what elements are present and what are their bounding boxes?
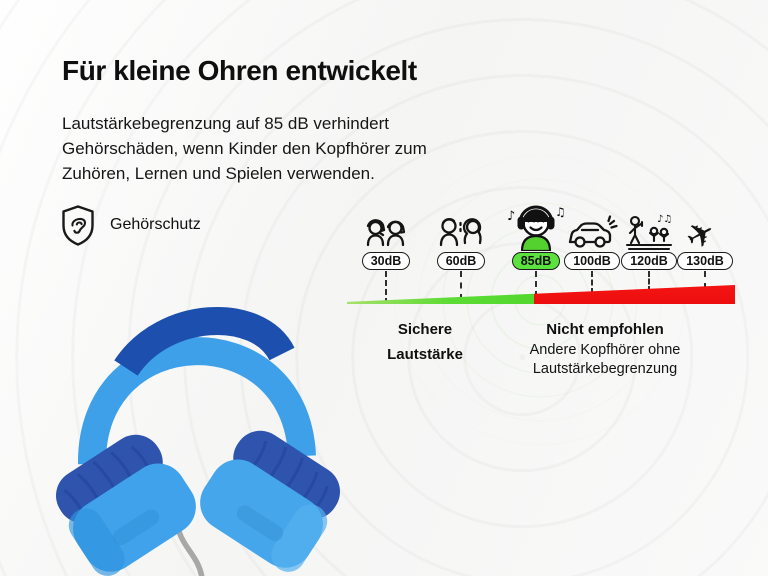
db-pill-130: 130dB: [677, 252, 733, 270]
airplane-icon: ✈: [683, 203, 727, 251]
kid-with-headphones-icon: ♪ ♫: [507, 203, 565, 251]
level-60db: 60dB: [421, 203, 501, 300]
svg-text:✈: ✈: [683, 211, 723, 251]
hearing-protection-badge: Gehörschutz: [59, 204, 201, 246]
car-horn-icon: [566, 203, 618, 251]
svg-text:♪♫: ♪♫: [657, 214, 672, 225]
db-pill-85: 85dB: [511, 252, 561, 270]
db-pill-120: 120dB: [621, 252, 677, 270]
db-pill-30: 30dB: [361, 252, 411, 270]
db-pill-100: 100dB: [564, 252, 620, 270]
level-100db: 100dB: [552, 203, 632, 294]
level-130db: ✈ 130dB: [665, 203, 745, 289]
talking-kids-icon: [438, 203, 484, 251]
dashed-connector: [591, 271, 593, 294]
dashed-connector: [460, 271, 462, 300]
warning-zone-title: Nicht empfohlen: [546, 321, 664, 338]
safe-zone-line1: Sichere: [397, 321, 453, 338]
safe-zone-label: Sichere Lautstärke: [345, 321, 505, 363]
warning-zone-label: Nicht empfohlen Andere Kopfhörer ohne La…: [497, 321, 713, 379]
description-text: Lautstärkebegrenzung auf 85 dB verhinder…: [62, 114, 427, 183]
svg-text:♪: ♪: [507, 209, 515, 224]
dashed-connector: [535, 271, 537, 297]
level-85db: ♪ ♫ 85dB: [496, 203, 576, 297]
dashed-connector: [704, 271, 706, 289]
decibel-scale: 30dB 60dB: [345, 203, 745, 313]
level-30db: 30dB: [346, 203, 426, 304]
badge-label: Gehörschutz: [110, 216, 201, 233]
dashed-connector: [648, 271, 650, 292]
kids-headphones-image: [26, 246, 360, 576]
concert-crowd-icon: ♪♫: [623, 203, 675, 251]
whispering-kids-icon: [363, 203, 409, 251]
warning-zone-line2: Lautstärkebegrenzung: [532, 361, 678, 377]
page-title: Für kleine Ohren entwickelt: [62, 55, 417, 86]
ear-shield-icon: [59, 204, 97, 246]
svg-text:♫: ♫: [555, 205, 565, 219]
level-120db: ♪♫ 120dB: [609, 203, 689, 292]
warning-zone-line1: Andere Kopfhörer ohne: [529, 342, 681, 358]
dashed-connector: [385, 271, 387, 304]
safe-zone-line2: Lautstärke: [387, 346, 463, 363]
db-pill-60: 60dB: [436, 252, 486, 270]
